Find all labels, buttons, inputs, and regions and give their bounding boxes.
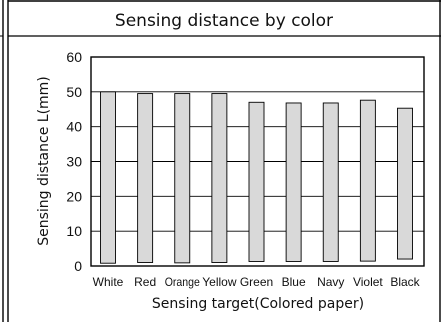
x-tick-label-white: White: [93, 275, 124, 289]
bar-yellow: [211, 93, 228, 263]
x-tick-labels: White Red Orange Yellow Green Blue Navy Violet B…: [93, 275, 421, 289]
x-tick-label-orange: Orange: [165, 275, 200, 289]
y-tick-label: 20: [66, 188, 82, 204]
x-tick-label-black: Black: [390, 275, 420, 289]
y-axis-label: Sensing distance L(mm): [36, 76, 52, 246]
plot-area-frame: [90, 56, 425, 267]
x-tick-label-green: Green: [240, 275, 273, 289]
x-tick-label-yellow: Yellow: [202, 275, 237, 289]
x-axis-label: Sensing target(Colored paper): [152, 296, 364, 312]
y-tick-label: 10: [66, 223, 82, 239]
x-tick-label-navy: Navy: [317, 275, 344, 289]
chart-title: Sensing distance by color: [115, 11, 333, 31]
y-tick-label: 0: [74, 258, 82, 274]
bar-orange: [174, 93, 191, 264]
x-tick-label-red: Red: [134, 275, 156, 289]
bars: [100, 91, 413, 264]
y-tick-label: 60: [66, 49, 82, 65]
x-tick-label-violet: Violet: [353, 275, 383, 289]
bar-red: [137, 93, 154, 263]
y-tick-label: 50: [66, 84, 82, 100]
y-tick-label: 30: [66, 154, 82, 170]
y-tick-labels: 0 10 20 30 40 50 60: [66, 49, 82, 274]
bar-green: [248, 101, 265, 262]
bar-navy: [322, 102, 339, 262]
x-tick-label-blue: Blue: [282, 275, 306, 289]
y-tick-label: 40: [66, 119, 82, 135]
bar-black: [397, 107, 413, 260]
bar-blue: [285, 102, 302, 262]
bar-violet: [359, 99, 376, 262]
bar-white: [100, 91, 116, 264]
